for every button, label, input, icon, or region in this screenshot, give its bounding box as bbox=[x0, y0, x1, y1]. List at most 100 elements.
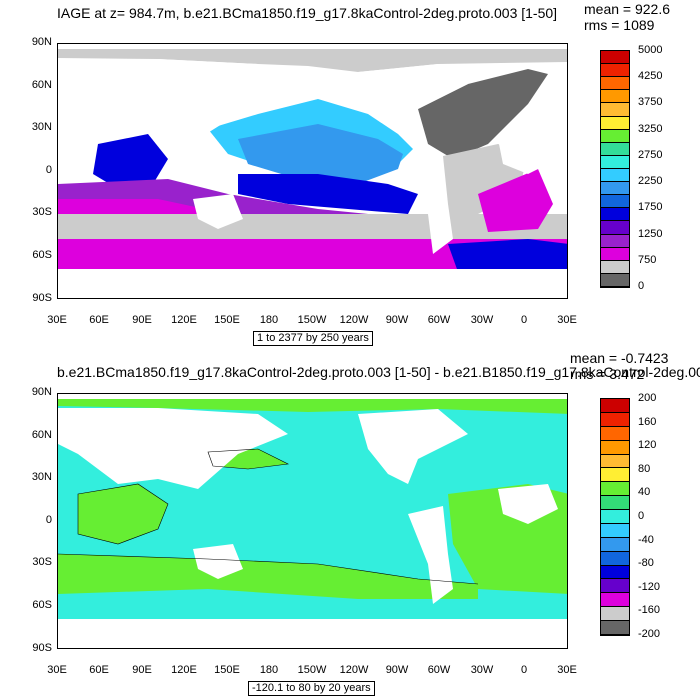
top-lon-label: 90W bbox=[385, 314, 409, 326]
bottom-lon-label: 60W bbox=[427, 664, 451, 676]
colorbar-label: -160 bbox=[638, 604, 661, 617]
bottom-plot-title: b.e21.BCma1850.f19_g17.8kaControl-2deg.p… bbox=[57, 364, 700, 380]
colorbar-swatch bbox=[601, 221, 629, 235]
bottom-lon-label: 90W bbox=[385, 664, 409, 676]
bottom-map-field bbox=[58, 394, 567, 648]
bottom-lon-label: 30E bbox=[557, 664, 577, 676]
colorbar-swatch bbox=[601, 208, 629, 222]
bottom-lon-label: 150E bbox=[214, 664, 240, 676]
colorbar-swatch bbox=[601, 412, 629, 427]
top-lon-label: 60W bbox=[427, 314, 451, 326]
bottom-lon-label: 30W bbox=[470, 664, 494, 676]
colorbar-label: 40 bbox=[638, 486, 651, 499]
colorbar-swatch bbox=[601, 426, 629, 441]
bottom-mean-stat: mean = -0.7423 bbox=[570, 350, 669, 366]
bottom-lon-label: 150W bbox=[297, 664, 327, 676]
colorbar-swatch bbox=[601, 607, 629, 622]
colorbar-label: 750 bbox=[638, 253, 657, 266]
colorbar-swatch bbox=[601, 579, 629, 594]
bottom-lat-label: 90S bbox=[32, 642, 52, 654]
colorbar-swatch bbox=[601, 129, 629, 143]
top-lon-label: 180 bbox=[259, 314, 279, 326]
colorbar-swatch bbox=[601, 247, 629, 261]
colorbar-swatch bbox=[601, 565, 629, 580]
top-lon-label: 0 bbox=[520, 314, 528, 326]
colorbar-swatch bbox=[601, 551, 629, 566]
bottom-lon-label: 30E bbox=[47, 664, 67, 676]
colorbar-swatch bbox=[601, 116, 629, 130]
bottom-lon-label: 180 bbox=[259, 664, 279, 676]
bottom-lat-label: 90N bbox=[31, 386, 52, 398]
colorbar-swatch bbox=[601, 169, 629, 183]
colorbar-swatch bbox=[601, 399, 629, 413]
bottom-lon-label: 120W bbox=[339, 664, 369, 676]
bottom-lat-label: 0 bbox=[45, 514, 52, 526]
top-rms-stat: rms = 1089 bbox=[584, 17, 655, 33]
colorbar-swatch bbox=[601, 195, 629, 209]
top-lat-label: 60N bbox=[31, 79, 52, 91]
bottom-lat-label: 60S bbox=[32, 599, 52, 611]
top-lon-label: 30E bbox=[47, 314, 67, 326]
colorbar-label: -200 bbox=[638, 628, 661, 640]
colorbar-label: -120 bbox=[638, 580, 661, 593]
top-lon-label: 30E bbox=[557, 314, 577, 326]
bottom-lon-label: 90E bbox=[132, 664, 152, 676]
colorbar-swatch bbox=[601, 523, 629, 538]
colorbar-label: 1750 bbox=[638, 201, 663, 214]
bottom-lon-label: 0 bbox=[520, 664, 528, 676]
top-lon-label: 30W bbox=[470, 314, 494, 326]
bottom-contour-info-box: -120.1 to 80 by 20 years bbox=[248, 681, 375, 696]
bottom-lat-label: 30N bbox=[31, 471, 52, 483]
top-plot-title: IAGE at z= 984.7m, b.e21.BCma1850.f19_g1… bbox=[57, 5, 558, 21]
colorbar-label: 0 bbox=[638, 280, 645, 292]
colorbar-label: 120 bbox=[638, 439, 657, 452]
top-map-field bbox=[58, 44, 567, 298]
colorbar-label: 2750 bbox=[638, 148, 663, 161]
colorbar-swatch bbox=[601, 482, 629, 497]
colorbar-swatch bbox=[601, 64, 629, 78]
bottom-lat-label: 30S bbox=[32, 556, 52, 568]
top-lat-label: 90N bbox=[31, 36, 52, 48]
colorbar-label: -40 bbox=[638, 533, 654, 546]
colorbar-swatch bbox=[601, 260, 629, 274]
bottom-lon-label: 120E bbox=[171, 664, 197, 676]
colorbar-swatch bbox=[601, 440, 629, 455]
colorbar-swatch bbox=[601, 51, 629, 65]
colorbar-label: 160 bbox=[638, 415, 657, 428]
colorbar-label: 2250 bbox=[638, 175, 663, 188]
top-lat-label: 90S bbox=[32, 292, 52, 304]
colorbar-swatch bbox=[601, 454, 629, 469]
colorbar-swatch bbox=[601, 496, 629, 511]
colorbar-swatch bbox=[601, 234, 629, 248]
colorbar-label: 3250 bbox=[638, 122, 663, 135]
top-lon-label: 150E bbox=[214, 314, 240, 326]
colorbar-swatch bbox=[601, 103, 629, 117]
colorbar-swatch bbox=[601, 593, 629, 608]
top-lon-label: 90E bbox=[132, 314, 152, 326]
colorbar-swatch bbox=[601, 182, 629, 196]
bottom-map-plot bbox=[57, 393, 568, 649]
colorbar-swatch bbox=[601, 77, 629, 91]
top-lat-label: 0 bbox=[45, 164, 52, 176]
top-mean-stat: mean = 922.6 bbox=[584, 1, 671, 17]
colorbar-swatch bbox=[601, 537, 629, 552]
bottom-rms-stat: rms = 3.472 bbox=[570, 366, 645, 382]
colorbar-label: 1250 bbox=[638, 227, 663, 240]
top-lat-label: 60S bbox=[32, 249, 52, 261]
top-lon-label: 120W bbox=[339, 314, 369, 326]
colorbar-swatch bbox=[601, 142, 629, 156]
colorbar-swatch bbox=[601, 468, 629, 483]
top-contour-info-box: 1 to 2377 by 250 years bbox=[253, 331, 373, 346]
colorbar-swatch bbox=[601, 90, 629, 104]
top-lon-label: 150W bbox=[297, 314, 327, 326]
colorbar-swatch bbox=[601, 621, 629, 635]
colorbar-label: -80 bbox=[638, 557, 654, 570]
top-lon-label: 60E bbox=[89, 314, 109, 326]
colorbar-swatch bbox=[601, 155, 629, 169]
bottom-colorbar bbox=[600, 398, 630, 636]
top-lat-label: 30S bbox=[32, 206, 52, 218]
top-colorbar bbox=[600, 50, 630, 288]
top-lat-label: 30N bbox=[31, 121, 52, 133]
colorbar-label: 5000 bbox=[638, 44, 663, 56]
top-map-plot bbox=[57, 43, 568, 299]
